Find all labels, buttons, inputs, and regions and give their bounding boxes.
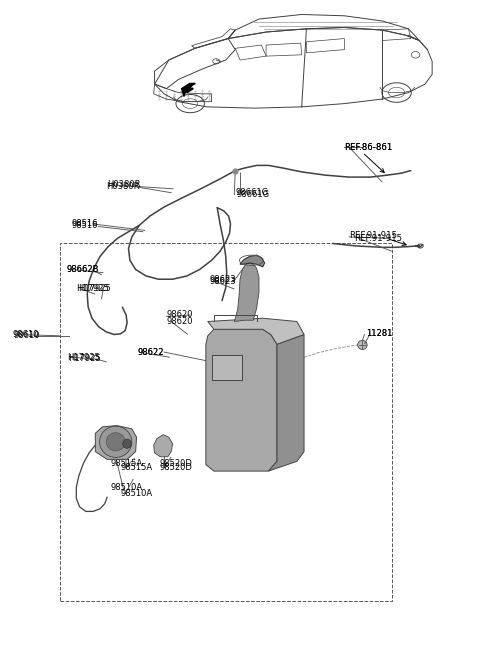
Text: 98620: 98620: [167, 317, 193, 326]
Text: REF.91-915: REF.91-915: [349, 231, 397, 240]
Text: 98516: 98516: [71, 220, 97, 230]
Polygon shape: [234, 263, 259, 321]
Text: 98610: 98610: [13, 331, 40, 340]
Text: H17925: H17925: [76, 285, 109, 293]
Text: REF.86-861: REF.86-861: [344, 142, 393, 152]
Text: 98520D: 98520D: [159, 459, 192, 468]
Text: H0380R: H0380R: [106, 182, 140, 191]
Ellipse shape: [358, 340, 367, 350]
Ellipse shape: [99, 426, 132, 457]
Polygon shape: [208, 318, 304, 344]
Text: 98662B: 98662B: [67, 265, 99, 274]
Bar: [60, 243, 392, 601]
Text: REF.86-861: REF.86-861: [344, 142, 393, 152]
Text: 98515A: 98515A: [111, 459, 143, 468]
Text: 98622: 98622: [138, 348, 165, 357]
Polygon shape: [206, 329, 277, 471]
Text: 11281: 11281: [366, 329, 392, 338]
Text: 98620: 98620: [167, 310, 193, 319]
Text: H17925: H17925: [78, 285, 110, 293]
Text: 98661G: 98661G: [236, 190, 269, 199]
Text: 98622: 98622: [138, 348, 165, 358]
Polygon shape: [154, 435, 173, 457]
Text: 98520D: 98520D: [159, 463, 192, 472]
Polygon shape: [181, 83, 195, 96]
Text: 11281: 11281: [366, 329, 392, 338]
Polygon shape: [240, 255, 264, 267]
Text: H0380R: H0380R: [107, 180, 141, 190]
Ellipse shape: [106, 433, 125, 451]
Text: 98661G: 98661G: [235, 188, 268, 197]
Text: 98515A: 98515A: [120, 463, 153, 472]
Polygon shape: [96, 426, 137, 459]
Text: REF.91-915: REF.91-915: [354, 234, 402, 243]
Bar: [212, 356, 242, 380]
Text: 98623: 98623: [209, 277, 236, 285]
Ellipse shape: [123, 440, 132, 448]
Text: 98623: 98623: [209, 276, 236, 284]
Text: 98662B: 98662B: [67, 265, 99, 274]
Text: 98516: 98516: [71, 219, 97, 228]
Text: 98510A: 98510A: [111, 483, 143, 492]
Polygon shape: [268, 335, 304, 471]
Text: 98510A: 98510A: [120, 489, 153, 499]
Text: H17925: H17925: [68, 354, 101, 363]
Text: H17925: H17925: [67, 353, 99, 361]
Text: 98610: 98610: [12, 330, 39, 339]
